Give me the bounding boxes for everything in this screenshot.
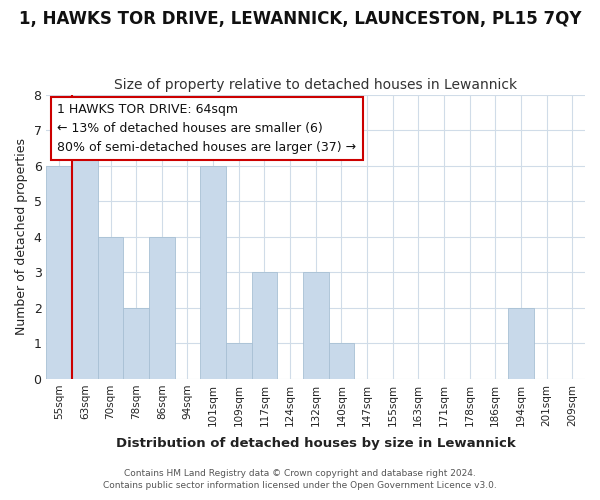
X-axis label: Distribution of detached houses by size in Lewannick: Distribution of detached houses by size …	[116, 437, 515, 450]
Text: 1, HAWKS TOR DRIVE, LEWANNICK, LAUNCESTON, PL15 7QY: 1, HAWKS TOR DRIVE, LEWANNICK, LAUNCESTO…	[19, 10, 581, 28]
Text: 1 HAWKS TOR DRIVE: 64sqm
← 13% of detached houses are smaller (6)
80% of semi-de: 1 HAWKS TOR DRIVE: 64sqm ← 13% of detach…	[57, 103, 356, 154]
Bar	[124, 308, 149, 379]
Bar	[226, 344, 251, 379]
Bar	[508, 308, 534, 379]
Bar	[303, 272, 329, 379]
Bar	[329, 344, 354, 379]
Bar	[46, 166, 72, 379]
Bar	[200, 166, 226, 379]
Title: Size of property relative to detached houses in Lewannick: Size of property relative to detached ho…	[114, 78, 517, 92]
Text: Contains HM Land Registry data © Crown copyright and database right 2024.
Contai: Contains HM Land Registry data © Crown c…	[103, 468, 497, 490]
Y-axis label: Number of detached properties: Number of detached properties	[15, 138, 28, 335]
Bar	[98, 236, 124, 379]
Bar	[251, 272, 277, 379]
Bar	[72, 130, 98, 379]
Bar	[149, 236, 175, 379]
